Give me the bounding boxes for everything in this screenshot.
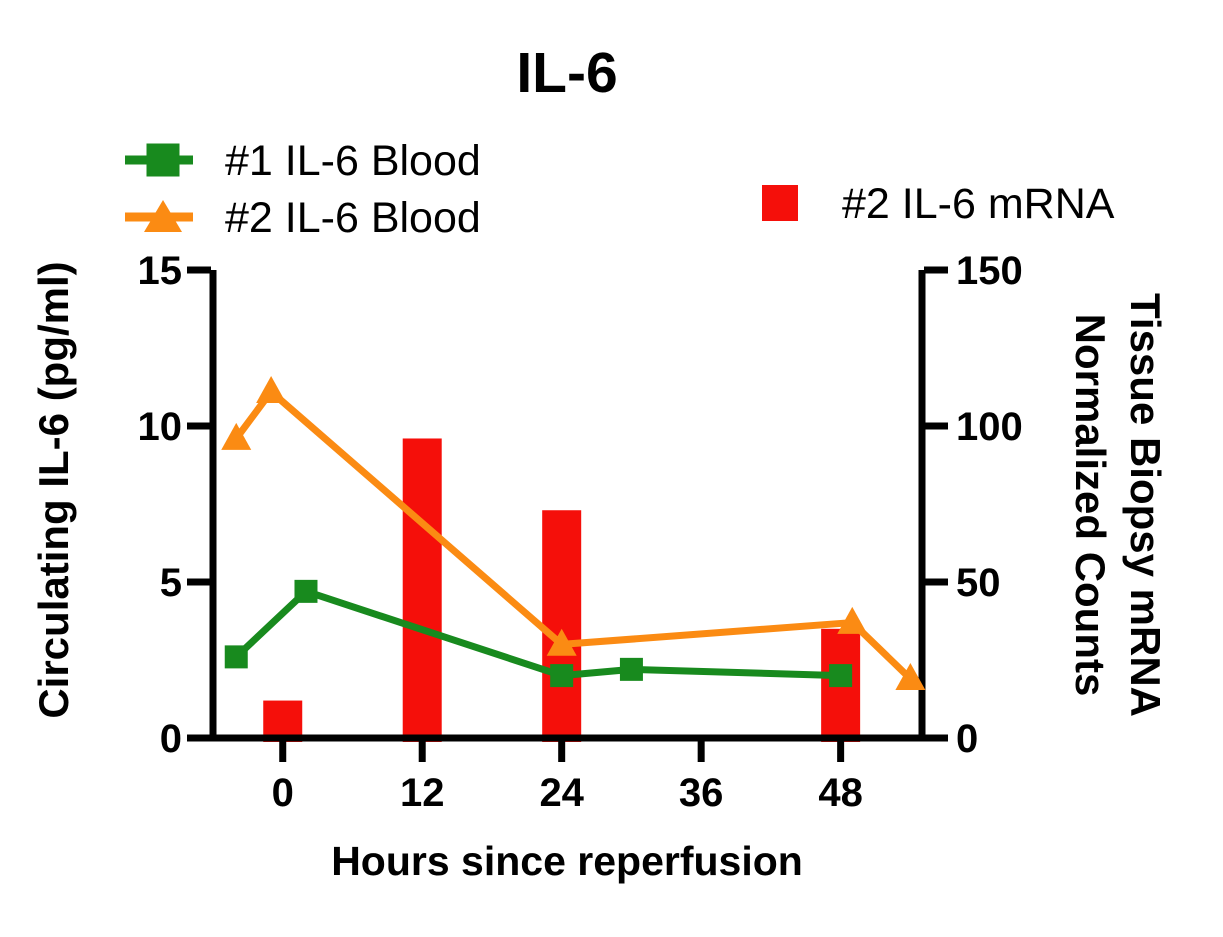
right-tick-label: 150 — [956, 249, 1023, 293]
mrna-bar — [542, 510, 582, 742]
series-2-marker-triangle — [221, 422, 252, 450]
x-tick-label: 12 — [400, 771, 445, 815]
right-axis-title-line1: Tissue Biopsy mRNA — [1122, 293, 1169, 717]
legend-marker-triangle-2 — [144, 200, 182, 232]
right-axis-title-line2: Normalized Counts — [1067, 313, 1114, 697]
series-2-marker-triangle — [256, 376, 287, 404]
x-tick-label: 0 — [272, 771, 294, 815]
series-1-marker-square — [829, 664, 853, 688]
left-tick-label: 0 — [160, 717, 182, 761]
right-tick-label: 50 — [956, 561, 1001, 605]
legend-label-bar: #2 IL-6 mRNA — [842, 180, 1115, 228]
series-1-marker-square — [619, 657, 643, 681]
x-tick-label: 24 — [539, 771, 584, 815]
x-tick-label: 48 — [818, 771, 863, 815]
right-tick-label: 0 — [956, 717, 978, 761]
x-axis-title: Hours since reperfusion — [331, 838, 803, 884]
series-2-marker-triangle — [546, 628, 577, 656]
left-tick-label: 15 — [138, 249, 183, 293]
mrna-bar — [402, 438, 442, 742]
left-axis-title: Circulating IL-6 (pg/ml) — [30, 261, 77, 719]
chart-title: IL-6 — [516, 41, 618, 105]
legend-marker-square-bar — [762, 185, 798, 221]
legend-marker-square-1 — [146, 143, 180, 177]
series-1-marker-square — [294, 579, 318, 603]
series-2-marker-triangle — [895, 663, 926, 691]
right-axis-title: Tissue Biopsy mRNA Normalized Counts — [1063, 293, 1173, 717]
series-1-marker-square — [550, 664, 574, 688]
right-tick-label: 100 — [956, 405, 1023, 449]
legend-label-2: #2 IL-6 Blood — [225, 194, 481, 242]
left-tick-label: 10 — [138, 405, 183, 449]
left-tick-label: 5 — [160, 561, 182, 605]
legend-label-1: #1 IL-6 Blood — [225, 137, 481, 185]
series-1-marker-square — [224, 645, 248, 669]
x-tick-label: 36 — [679, 771, 724, 815]
series-2-marker-triangle — [837, 606, 868, 634]
